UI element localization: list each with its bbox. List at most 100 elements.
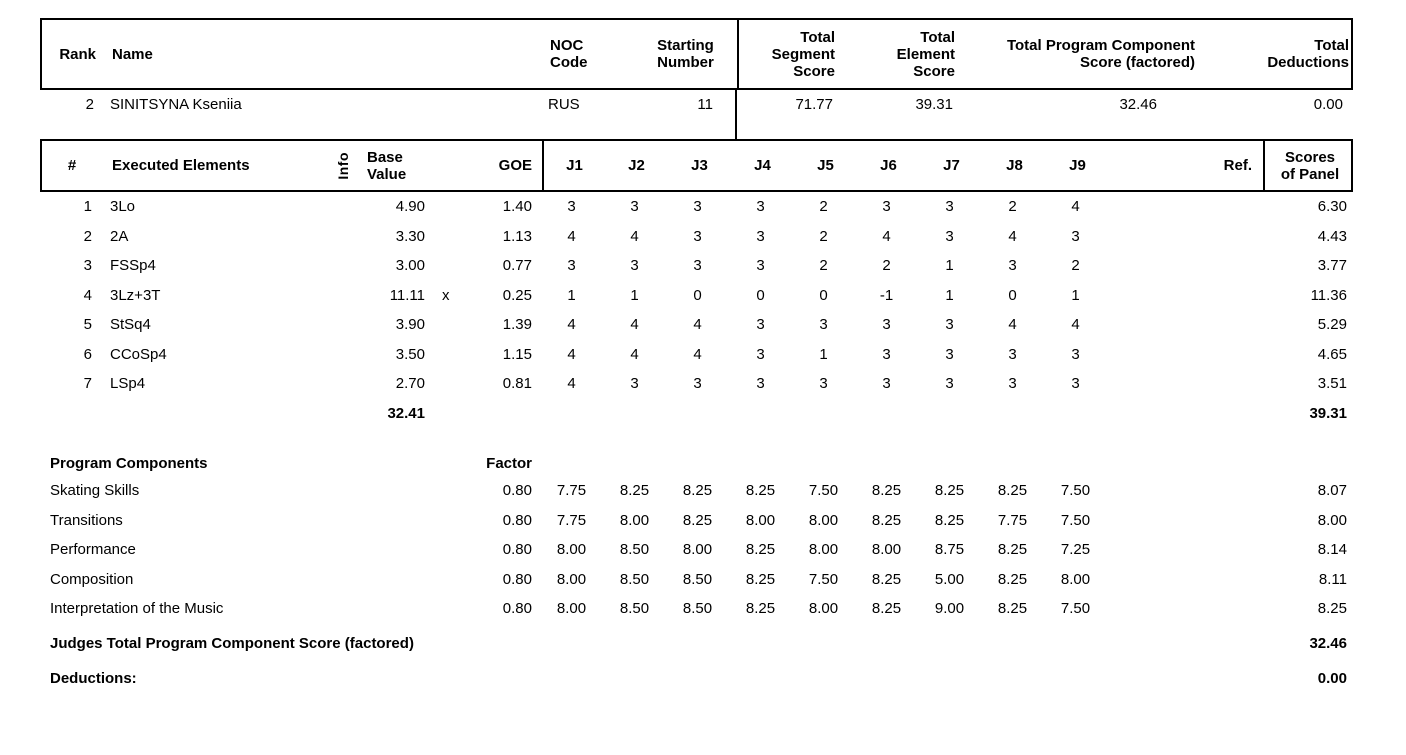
element-base-value: 2.70 xyxy=(395,375,425,393)
component-factor: 0.80 xyxy=(502,482,532,500)
total-panel-score: 39.31 xyxy=(1309,404,1347,422)
judge-3-header: J3 xyxy=(691,157,708,174)
ref-header: Ref. xyxy=(1223,157,1252,174)
judge-2-score: 4 xyxy=(630,345,639,363)
judge-9-score: 7.25 xyxy=(1060,541,1091,559)
judge-1-score: 7.75 xyxy=(556,511,587,529)
judge-6-score: 3 xyxy=(882,345,891,363)
component-panel-score: 8.07 xyxy=(1317,482,1347,500)
judge-7-score: 8.25 xyxy=(934,511,965,529)
element-row: 6 CCoSp4 3.50 1.15 4 4 4 3 1 3 3 3 3 4.6… xyxy=(40,340,1353,370)
deductions-label: Deductions: xyxy=(50,670,137,687)
judge-1-score: 1 xyxy=(567,286,576,304)
judge-7-score: 8.75 xyxy=(934,541,965,559)
judge-2-score: 4 xyxy=(630,316,639,334)
element-number: 7 xyxy=(83,375,92,393)
judge-8-score: 2 xyxy=(1008,198,1017,216)
judge-6-score: 2 xyxy=(882,257,891,275)
judge-5-score: 8.00 xyxy=(808,511,839,529)
judge-6-score: 3 xyxy=(882,375,891,393)
judge-4-score: 8.25 xyxy=(745,600,776,618)
judge-8-score: 3 xyxy=(1008,257,1017,275)
total-base-value: 32.41 xyxy=(387,404,425,422)
component-row: Skating Skills 0.80 7.75 8.25 8.25 8.25 … xyxy=(40,476,1353,506)
component-panel-score: 8.14 xyxy=(1317,541,1347,559)
element-name: LSp4 xyxy=(110,375,146,393)
judge-9-score: 3 xyxy=(1071,227,1080,245)
total-element-score-header: Total Element Score xyxy=(896,28,955,80)
judge-8-score: 4 xyxy=(1008,316,1017,334)
component-name: Skating Skills xyxy=(50,482,140,500)
judge-8-score: 7.75 xyxy=(997,511,1028,529)
judge-8-score: 8.25 xyxy=(997,570,1028,588)
judges-total-pcs-value: 32.46 xyxy=(1309,635,1347,652)
element-goe: 0.81 xyxy=(502,375,532,393)
judge-3-score: 8.00 xyxy=(682,541,713,559)
program-components-rows: Skating Skills 0.80 7.75 8.25 8.25 8.25 … xyxy=(40,476,1353,624)
judge-1-score: 8.00 xyxy=(556,600,587,618)
component-factor: 0.80 xyxy=(502,600,532,618)
judge-8-score: 4 xyxy=(1008,227,1017,245)
judge-3-score: 0 xyxy=(693,286,702,304)
element-row: 3 FSSp4 3.00 0.77 3 3 3 3 2 2 1 3 2 3.77 xyxy=(40,251,1353,281)
judge-5-score: 2 xyxy=(819,257,828,275)
judge-3-score: 3 xyxy=(693,227,702,245)
element-base-value: 3.50 xyxy=(395,345,425,363)
element-base-value: 3.00 xyxy=(395,257,425,275)
element-panel-score: 11.36 xyxy=(1310,286,1347,304)
judge-4-score: 3 xyxy=(756,227,765,245)
judge-9-score: 3 xyxy=(1071,345,1080,363)
element-row: 7 LSp4 2.70 0.81 4 3 3 3 3 3 3 3 3 3.51 xyxy=(40,369,1353,399)
judge-1-score: 3 xyxy=(567,257,576,275)
judge-6-score: 3 xyxy=(882,198,891,216)
judge-3-score: 8.50 xyxy=(682,600,713,618)
judge-1-header: J1 xyxy=(542,141,605,190)
judge-9-header: J9 xyxy=(1069,157,1086,174)
deductions-value: 0.00 xyxy=(1317,670,1347,687)
header-divider-line xyxy=(735,90,737,139)
judge-5-score: 0 xyxy=(819,286,828,304)
component-factor: 0.80 xyxy=(502,570,532,588)
element-row: 2 2A 3.30 1.13 4 4 3 3 2 4 3 4 3 4.43 xyxy=(40,222,1353,252)
component-panel-score: 8.00 xyxy=(1317,511,1347,529)
judges-score-sheet: Rank Name NOC Code Starting Number Total Se… xyxy=(40,18,1353,694)
judge-2-score: 8.25 xyxy=(619,482,650,500)
judge-3-score: 3 xyxy=(693,198,702,216)
component-name: Transitions xyxy=(50,511,123,529)
element-x-flag: x xyxy=(442,286,450,304)
component-factor: 0.80 xyxy=(502,511,532,529)
judge-4-score: 3 xyxy=(756,198,765,216)
scores-of-panel-header: Scores of Panel xyxy=(1263,141,1355,190)
judge-5-score: 2 xyxy=(819,227,828,245)
judge-8-score: 3 xyxy=(1008,375,1017,393)
judge-3-score: 8.25 xyxy=(682,511,713,529)
judge-8-score: 0 xyxy=(1008,286,1017,304)
total-deductions-header: Total Deductions xyxy=(1267,37,1349,71)
judge-2-score: 3 xyxy=(630,198,639,216)
rank-header: Rank xyxy=(59,45,96,63)
judge-5-score: 3 xyxy=(819,316,828,334)
judge-9-score: 4 xyxy=(1071,198,1080,216)
judge-2-score: 3 xyxy=(630,375,639,393)
judge-1-score: 7.75 xyxy=(556,482,587,500)
goe-header: GOE xyxy=(498,157,532,174)
component-name: Interpretation of the Music xyxy=(50,600,224,618)
judge-7-score: 1 xyxy=(945,286,954,304)
judge-2-header: J2 xyxy=(628,157,645,174)
judge-2-score: 8.50 xyxy=(619,600,650,618)
judge-5-score: 3 xyxy=(819,375,828,393)
judge-7-score: 1 xyxy=(945,257,954,275)
judge-6-score: 8.00 xyxy=(871,541,902,559)
element-name: 2A xyxy=(110,227,129,245)
judge-7-header: J7 xyxy=(943,157,960,174)
judge-9-score: 4 xyxy=(1071,316,1080,334)
executed-elements-header: Executed Elements xyxy=(112,157,250,174)
judge-5-score: 7.50 xyxy=(808,482,839,500)
element-number: 2 xyxy=(83,227,92,245)
judge-2-score: 3 xyxy=(630,257,639,275)
judge-7-score: 3 xyxy=(945,316,954,334)
skater-total-element-score: 39.31 xyxy=(915,96,953,113)
judge-1-score: 8.00 xyxy=(556,570,587,588)
judge-9-score: 3 xyxy=(1071,375,1080,393)
total-pcs-header: Total Program Component Score (factored) xyxy=(1006,37,1195,71)
